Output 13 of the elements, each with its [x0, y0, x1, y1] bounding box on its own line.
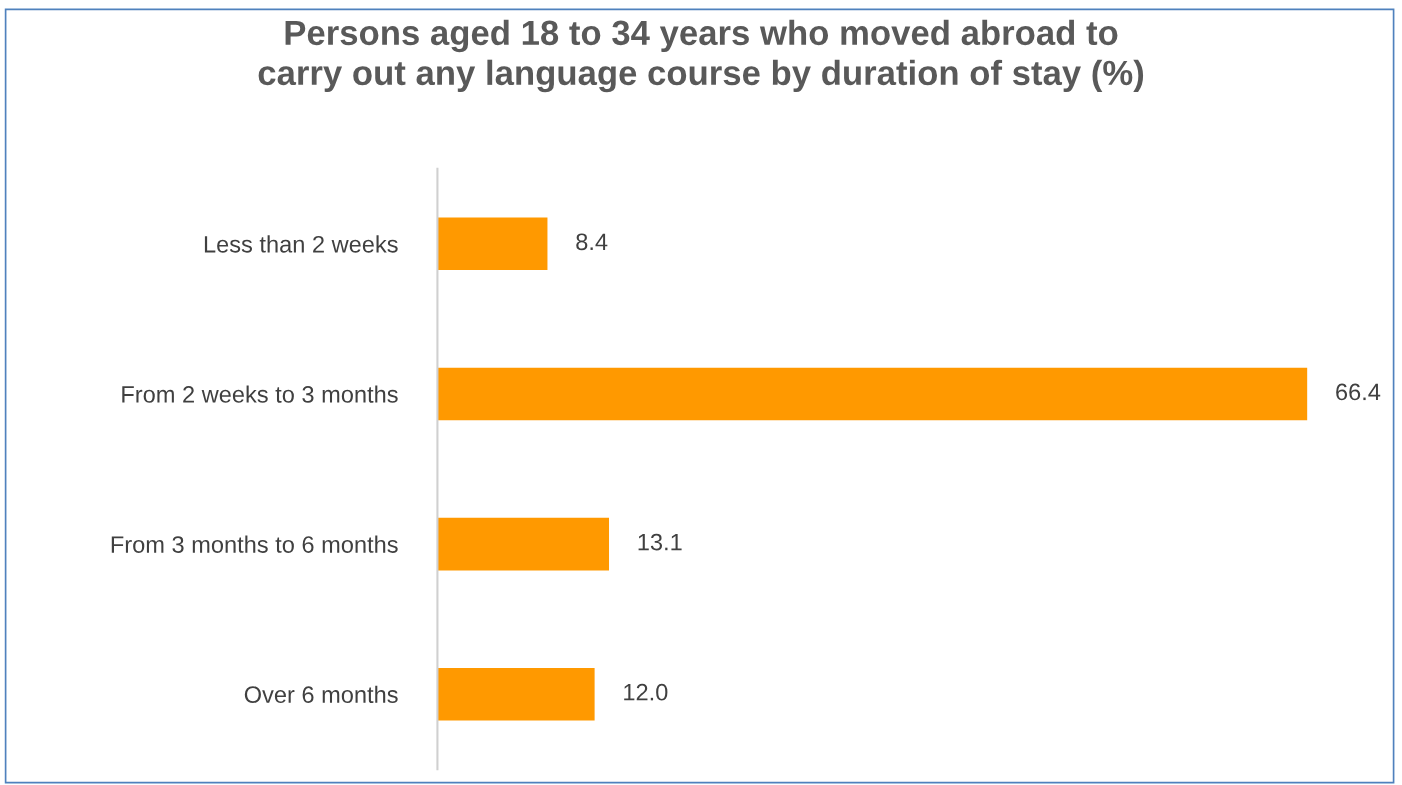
data-label: 8.4 [576, 233, 608, 251]
y-tick-label: Over 6 months [244, 685, 398, 704]
y-tick-label: From 2 weeks to 3 months [122, 385, 398, 403]
bar [437, 517, 610, 571]
bar [437, 667, 595, 721]
y-tick-label: Less than 2 weeks [204, 235, 398, 253]
data-label: 12.0 [624, 683, 668, 701]
data-label: 66.4 [1336, 383, 1381, 401]
bar [437, 217, 548, 271]
y-tick-label: From 3 months to 6 months [111, 535, 398, 553]
chart-title: Persons aged 18 to 34 years who moved abroad to carry out any language course by duration of stay (%) [258, 19, 1144, 93]
bar [437, 367, 1308, 421]
data-label: 13.1 [638, 533, 682, 551]
